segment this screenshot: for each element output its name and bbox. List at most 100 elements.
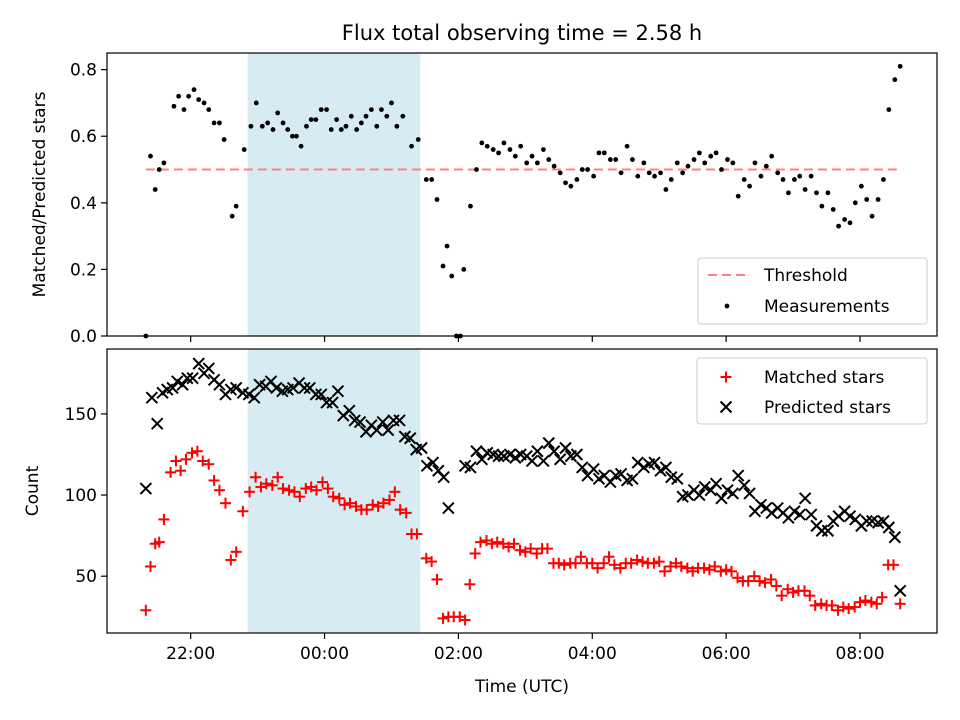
legend-plus-marker — [720, 371, 732, 383]
measurement-point — [579, 167, 585, 172]
measurement-point — [808, 173, 814, 179]
measurement-point — [708, 153, 714, 159]
matched-stars-point — [770, 580, 782, 592]
measurement-point — [440, 263, 446, 269]
matched-stars-point — [339, 499, 351, 511]
time-x-tick-label: 02:00 — [434, 644, 483, 664]
matched-stars-point — [394, 504, 406, 516]
predicted-stars-point — [798, 492, 812, 505]
matched-stars-point — [389, 486, 401, 498]
matched-stars-point — [244, 486, 256, 498]
measurement-point — [265, 120, 271, 126]
matched-stars-point — [464, 578, 476, 590]
measurement-point — [496, 150, 501, 156]
matched-stars-point — [553, 557, 565, 569]
measurement-point — [557, 170, 563, 176]
predicted-stars-point — [531, 445, 544, 458]
matched-stars-point — [237, 505, 249, 517]
matched-stars-point — [865, 596, 877, 608]
predicted-stars-point — [202, 362, 215, 375]
matched-stars-point — [726, 565, 738, 577]
matched-stars-point — [230, 546, 242, 558]
measurement-point — [484, 143, 490, 149]
predicted-stars-point — [343, 404, 356, 417]
measurement-point — [618, 170, 624, 176]
matched-stars-point — [748, 570, 760, 582]
matched-stars-point — [608, 559, 620, 571]
legend-cross-marker — [719, 400, 733, 414]
matched-stars-point — [469, 547, 481, 559]
matched-stars-point — [400, 507, 412, 519]
predicted-stars-point — [559, 441, 572, 455]
predicted-stars-point — [298, 381, 311, 395]
matched-stars-point — [854, 596, 866, 608]
matched-stars-point — [491, 536, 503, 548]
predicted-stars-point — [181, 372, 194, 385]
measurement-point — [461, 267, 467, 272]
measurement-point — [334, 117, 339, 122]
predicted-stars-point — [492, 449, 505, 463]
measurement-point — [429, 177, 435, 182]
measurement-point — [434, 197, 440, 202]
predicted-stars-points — [139, 357, 907, 598]
measurement-point — [233, 203, 239, 209]
matched-stars-point — [837, 601, 849, 613]
matched-stars-point — [333, 492, 345, 504]
legend-predicted-label: Predicted stars — [764, 398, 891, 418]
measurement-point — [780, 177, 786, 182]
matched-stars-point — [165, 466, 177, 478]
matched-stars-point — [776, 590, 788, 602]
measurement-point — [324, 107, 329, 112]
predicted-stars-point — [229, 381, 243, 395]
measurement-point — [897, 63, 903, 69]
time-x-tick-label: 06:00 — [702, 644, 751, 664]
measurement-point — [691, 157, 697, 162]
measurement-point — [747, 183, 752, 189]
matched-stars-point — [742, 575, 754, 587]
observing-window-band-top — [247, 53, 421, 336]
matched-stars-point — [411, 528, 423, 540]
measurement-point — [308, 117, 314, 122]
matched-stars-point — [826, 599, 838, 611]
matched-stars-point — [586, 557, 598, 569]
time-x-tick-label: 08:00 — [836, 644, 885, 664]
count-y-axis-label: Count — [23, 465, 43, 516]
matched-stars-point — [283, 484, 295, 496]
measurement-point — [196, 97, 202, 103]
count-y-tick-label: 100 — [65, 486, 97, 506]
matched-stars-point — [625, 557, 637, 569]
count-y-tick-label: 150 — [65, 405, 97, 425]
measurement-point — [719, 167, 724, 172]
matched-stars-point — [475, 536, 486, 548]
predicted-stars-point — [270, 381, 283, 395]
matched-stars-point — [675, 560, 687, 572]
predicted-stars-point — [525, 454, 539, 468]
matched-stars-point — [431, 573, 443, 585]
matched-stars-point — [213, 484, 225, 496]
matched-stars-point — [219, 497, 231, 509]
time-x-axis: 22:00 00:00 02:00 04:00 06:00 08:00 — [166, 633, 885, 664]
predicted-stars-point — [420, 459, 434, 473]
matched-stars-point — [197, 455, 209, 467]
ratio-panel-frame — [106, 52, 938, 337]
matched-stars-point — [514, 544, 526, 556]
matched-stars-point — [508, 538, 520, 550]
measurement-point — [217, 120, 222, 126]
predicted-stars-point — [693, 488, 706, 502]
matched-stars-point — [598, 557, 610, 569]
predicted-stars-point — [309, 388, 323, 401]
predicted-stars-point — [150, 417, 164, 430]
measurement-point — [348, 113, 354, 119]
measurement-point — [507, 147, 513, 152]
predicted-stars-point — [542, 436, 555, 450]
legend-predicted-swatch — [719, 400, 733, 414]
predicted-stars-point — [553, 453, 567, 466]
matched-stars-point — [191, 445, 203, 457]
matched-stars-point — [294, 491, 306, 503]
count-legend: Matched stars Predicted stars — [696, 357, 928, 425]
measurement-point — [775, 170, 781, 176]
predicted-stars-point — [381, 423, 395, 437]
measurement-point — [786, 190, 791, 196]
measurement-point — [518, 143, 524, 149]
matched-stars-point — [322, 483, 334, 495]
